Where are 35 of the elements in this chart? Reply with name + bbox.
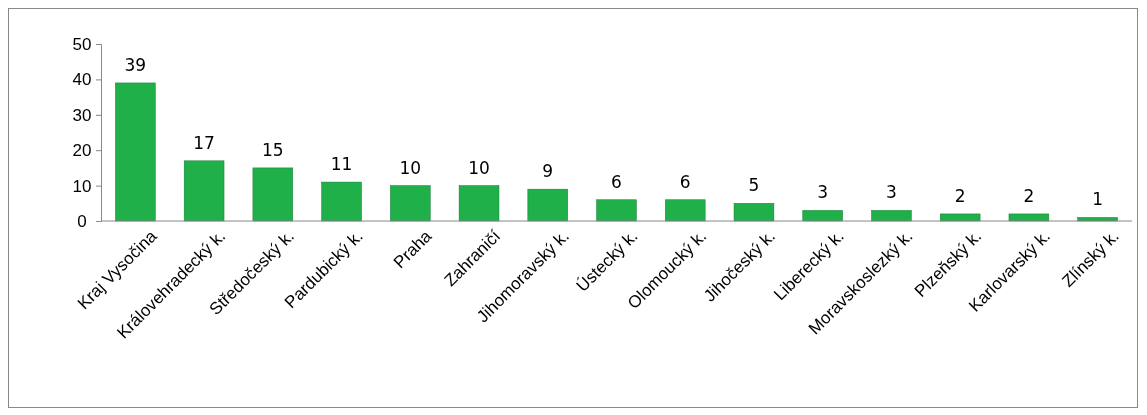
bar bbox=[665, 199, 706, 222]
y-tick-label: 10 bbox=[72, 176, 92, 196]
data-label: 10 bbox=[468, 157, 490, 178]
data-label: 6 bbox=[611, 171, 622, 192]
bar bbox=[802, 210, 843, 222]
data-label: 9 bbox=[542, 161, 554, 182]
bar bbox=[939, 213, 981, 222]
bar bbox=[596, 199, 637, 222]
bar bbox=[871, 210, 912, 222]
data-label: 3 bbox=[817, 182, 829, 203]
data-label: 3 bbox=[886, 182, 897, 203]
y-tick-label: 0 bbox=[77, 211, 87, 231]
data-label: 39 bbox=[124, 54, 147, 75]
y-tick-label: 30 bbox=[72, 105, 92, 125]
data-label: 10 bbox=[399, 157, 422, 178]
bar bbox=[733, 203, 775, 222]
bar bbox=[183, 160, 225, 222]
data-label: 6 bbox=[679, 171, 691, 192]
bar bbox=[252, 167, 294, 222]
bar bbox=[527, 188, 568, 222]
bar bbox=[458, 185, 500, 222]
data-label: 2 bbox=[954, 185, 966, 206]
data-label: 17 bbox=[193, 132, 215, 153]
data-label: 2 bbox=[1023, 185, 1035, 206]
y-tick-label: 40 bbox=[72, 70, 92, 90]
data-label: 11 bbox=[330, 154, 353, 175]
bar bbox=[390, 185, 431, 222]
bar bbox=[321, 181, 362, 222]
data-label: 1 bbox=[1092, 189, 1104, 210]
y-tick-label: 50 bbox=[72, 34, 92, 54]
y-tick-label: 20 bbox=[72, 141, 92, 161]
data-label: 15 bbox=[262, 139, 284, 160]
bar bbox=[1008, 213, 1050, 222]
data-label: 5 bbox=[748, 175, 760, 196]
bar bbox=[115, 82, 156, 222]
